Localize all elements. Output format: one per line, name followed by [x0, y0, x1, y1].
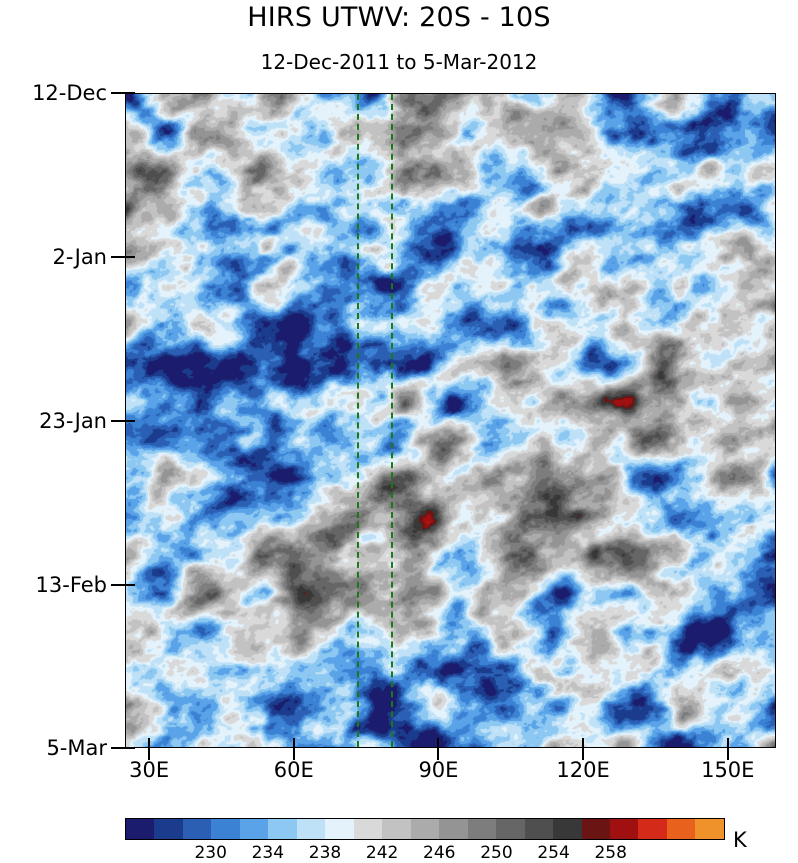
x-tick-mark — [437, 748, 440, 760]
annotation-vline-1 — [357, 94, 360, 747]
x-tick-label: 150E — [701, 758, 755, 782]
x-tick-mark-inner — [437, 738, 440, 748]
colorbar-swatch — [439, 819, 468, 839]
annotation-vline-2 — [391, 94, 394, 747]
colorbar-swatch — [325, 819, 354, 839]
y-tick-label: 5-Mar — [46, 736, 107, 760]
colorbar-swatch — [126, 819, 155, 839]
colorbar-tick-label: 238 — [308, 843, 342, 863]
colorbar-swatch — [211, 819, 240, 839]
colorbar-swatch — [268, 819, 297, 839]
heatmap-canvas — [126, 94, 775, 747]
colorbar-tick-label: 234 — [251, 843, 285, 863]
colorbar-swatch — [467, 819, 497, 839]
y-tick-label: 12-Dec — [32, 81, 107, 105]
page-title: HIRS UTWV: 20S - 10S — [247, 2, 551, 33]
colorbar-tick-label: 242 — [365, 843, 399, 863]
colorbar-tick-label: 250 — [480, 843, 513, 863]
colorbar-swatch — [154, 819, 183, 839]
x-tick-mark-inner — [582, 738, 585, 748]
x-tick-mark — [726, 748, 729, 760]
colorbar-swatch — [382, 819, 411, 839]
colorbar-swatch — [638, 819, 667, 839]
colorbar-swatch — [666, 819, 696, 839]
colorbar-tick-label: 254 — [537, 843, 570, 863]
chart-subtitle: 12-Dec-2011 to 5-Mar-2012 — [260, 50, 538, 74]
y-tick-mark-inner — [125, 747, 135, 749]
y-tick-mark-inner — [125, 584, 135, 586]
colorbar-tick-label: 246 — [423, 843, 456, 863]
colorbar-unit: K — [733, 828, 747, 852]
x-tick-mark — [292, 748, 295, 760]
colorbar-swatch — [239, 819, 269, 839]
colorbar-swatch — [609, 819, 639, 839]
y-tick-mark-inner — [125, 420, 135, 422]
colorbar-swatch — [524, 819, 554, 839]
colorbar-swatch — [496, 819, 525, 839]
hovmoller-plot — [125, 93, 776, 748]
x-tick-label: 60E — [273, 758, 314, 782]
x-tick-label: 30E — [129, 758, 170, 782]
y-tick-mark-inner — [125, 256, 135, 258]
colorbar-tick-label: 230 — [194, 843, 227, 863]
y-tick-label: 23-Jan — [39, 409, 107, 433]
x-tick-mark — [148, 748, 151, 760]
x-tick-mark-inner — [148, 738, 151, 748]
x-tick-label: 90E — [418, 758, 459, 782]
y-tick-mark — [111, 256, 125, 258]
colorbar-swatch — [553, 819, 582, 839]
y-tick-mark — [111, 584, 125, 586]
y-tick-mark-inner — [125, 92, 135, 94]
colorbar-swatch — [410, 819, 440, 839]
colorbar-swatch — [695, 819, 724, 839]
colorbar — [125, 818, 725, 840]
x-tick-mark-inner — [292, 738, 295, 748]
y-tick-label: 13-Feb — [35, 573, 107, 597]
y-tick-mark — [111, 747, 125, 749]
colorbar-swatch — [353, 819, 383, 839]
x-tick-label: 120E — [556, 758, 610, 782]
colorbar-tick-label: 258 — [594, 843, 627, 863]
y-tick-mark — [111, 420, 125, 422]
colorbar-swatch — [296, 819, 326, 839]
y-tick-mark — [111, 92, 125, 94]
x-tick-mark-inner — [726, 738, 729, 748]
colorbar-swatch — [182, 819, 212, 839]
y-tick-label: 2-Jan — [52, 245, 107, 269]
x-tick-mark — [582, 748, 585, 760]
colorbar-swatch — [581, 819, 610, 839]
